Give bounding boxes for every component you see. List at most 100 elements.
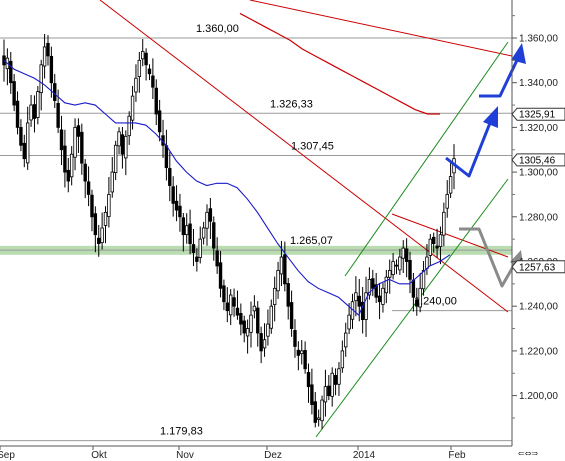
candle-body bbox=[377, 295, 382, 303]
forecast-up-arrowhead-2 bbox=[511, 43, 526, 64]
candle-body bbox=[59, 129, 64, 151]
x-tick-label: 2014 bbox=[353, 450, 376, 461]
candles bbox=[2, 34, 456, 430]
candle-body bbox=[384, 276, 389, 294]
candle-body bbox=[421, 270, 426, 290]
price-tag-label: 1305,46 bbox=[519, 155, 556, 166]
candle-body bbox=[178, 205, 182, 218]
candle-body bbox=[9, 60, 13, 84]
price-tag-box bbox=[511, 260, 565, 274]
candle-body bbox=[310, 384, 314, 405]
candle-body bbox=[198, 238, 202, 258]
y-tick-label: 1.240,00 bbox=[519, 302, 558, 313]
candle-body bbox=[86, 181, 91, 195]
candle-body bbox=[83, 163, 87, 182]
candle-body bbox=[245, 328, 250, 337]
forecast-up-arrowhead-1 bbox=[483, 106, 498, 128]
level-label: 1.240,00 bbox=[414, 296, 457, 308]
candle-body bbox=[367, 278, 372, 296]
navigator-buttons[interactable]: ⇐⇔⇒ bbox=[518, 449, 538, 458]
candle-body bbox=[181, 217, 186, 236]
candle-body bbox=[195, 256, 199, 262]
candle-body bbox=[22, 142, 27, 160]
candle-body bbox=[408, 260, 412, 280]
candle-body bbox=[333, 375, 338, 385]
candle-body bbox=[168, 168, 172, 186]
level-label: 1.179,83 bbox=[160, 426, 203, 438]
y-tick-label: 1.200,00 bbox=[519, 391, 558, 402]
candle-body bbox=[32, 104, 37, 119]
y-tick-label: 1.320,00 bbox=[519, 123, 558, 134]
candle-body bbox=[323, 386, 328, 403]
level-label: 1.360,00 bbox=[196, 23, 239, 35]
candle-body bbox=[296, 349, 301, 356]
x-axis: Sep Okt Nov Dez 2014 Feb bbox=[0, 446, 466, 461]
long-ma-line bbox=[239, 12, 440, 115]
level-label: 1.265,07 bbox=[290, 235, 333, 247]
candle-body bbox=[151, 75, 155, 88]
candle-body bbox=[404, 248, 409, 262]
level-label: 1.326,33 bbox=[270, 98, 313, 110]
candle-body bbox=[157, 110, 162, 133]
forecast-up-arrow-2 bbox=[479, 55, 521, 98]
candle-body bbox=[80, 131, 84, 164]
forecast-up-arrow-1 bbox=[445, 122, 492, 178]
candle-body bbox=[12, 81, 16, 106]
candle-body bbox=[232, 297, 236, 307]
candle-body bbox=[256, 307, 260, 334]
x-tick-label: Nov bbox=[176, 450, 194, 461]
candle-body bbox=[63, 145, 67, 173]
candle-body bbox=[141, 51, 145, 60]
candle-body bbox=[130, 95, 135, 121]
candle-body bbox=[120, 134, 125, 155]
candle-body bbox=[201, 227, 206, 239]
candle-body bbox=[36, 91, 40, 118]
candle-body bbox=[117, 131, 121, 147]
candle-body bbox=[97, 237, 101, 245]
candle-body bbox=[134, 77, 138, 93]
price-tag-label: 1257,63 bbox=[519, 262, 556, 273]
x-tick-label: Dez bbox=[264, 450, 282, 461]
candle-body bbox=[435, 245, 439, 249]
short-moving-average bbox=[3, 59, 451, 317]
candle-body bbox=[442, 211, 446, 236]
level-labels: 1.360,00 1.326,33 1.307,45 1.265,07 1.240,00… bbox=[160, 23, 457, 438]
candle-body bbox=[428, 238, 433, 256]
candle-body bbox=[164, 145, 169, 169]
candle-body bbox=[218, 262, 223, 289]
channel-upper bbox=[344, 41, 509, 277]
candle-body bbox=[222, 285, 226, 303]
candle-body bbox=[306, 372, 311, 388]
candle-body bbox=[215, 250, 219, 267]
candle-body bbox=[431, 236, 436, 245]
candle-body bbox=[418, 287, 422, 308]
price-tags: 1325,91 1305,46 1257,63 bbox=[511, 107, 565, 274]
candle-body bbox=[242, 320, 246, 334]
candle-body bbox=[127, 115, 131, 137]
y-tick-label: 1.220,00 bbox=[519, 346, 558, 357]
price-tag-label: 1325,91 bbox=[519, 110, 556, 121]
candle-body bbox=[225, 302, 230, 312]
candle-body bbox=[228, 294, 233, 316]
candle-body bbox=[289, 302, 294, 329]
candle-body bbox=[327, 385, 331, 396]
candle-body bbox=[388, 270, 392, 278]
candle-body bbox=[185, 225, 189, 236]
candle-body bbox=[445, 194, 449, 209]
candle-body bbox=[425, 256, 429, 269]
candle-body bbox=[252, 305, 257, 312]
candle-body bbox=[330, 372, 334, 397]
candle-body bbox=[46, 42, 50, 57]
candle-body bbox=[354, 292, 358, 302]
candle-body bbox=[286, 283, 290, 307]
x-tick-label: Feb bbox=[448, 450, 466, 461]
candle-body bbox=[398, 256, 402, 271]
candle-body bbox=[293, 330, 297, 347]
candle-body bbox=[39, 64, 43, 93]
candle-body bbox=[90, 194, 94, 218]
candle-body bbox=[360, 301, 365, 321]
y-tick-label: 1.300,00 bbox=[519, 168, 558, 179]
candle-body bbox=[262, 339, 267, 349]
candle-body bbox=[42, 46, 47, 67]
